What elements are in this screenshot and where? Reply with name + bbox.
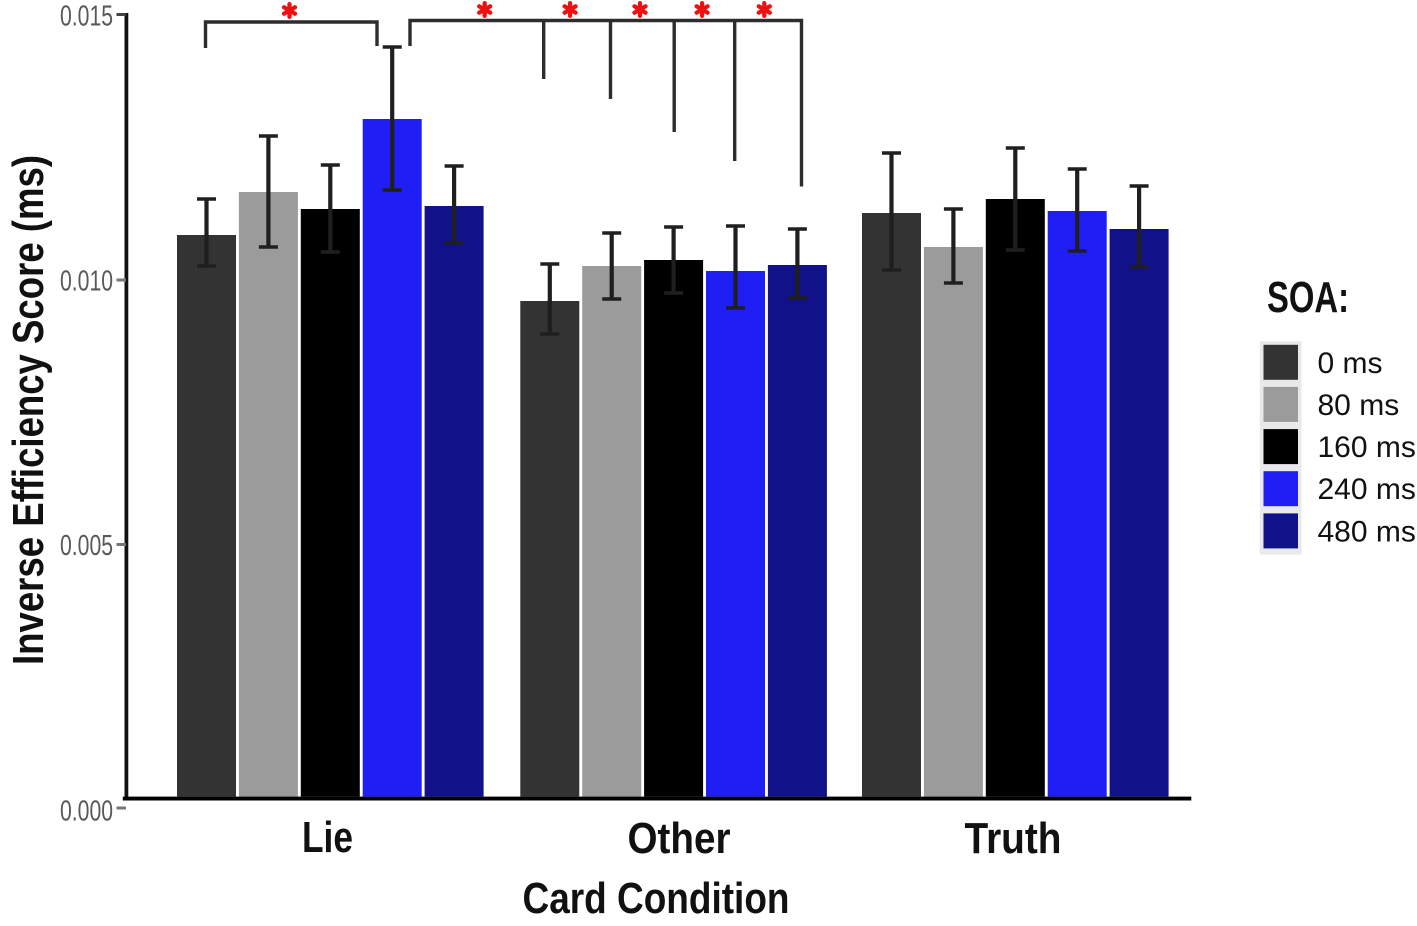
- svg-text:SOA:: SOA:: [1267, 273, 1349, 322]
- svg-text:0 ms: 0 ms: [1318, 347, 1383, 380]
- svg-text:480 ms: 480 ms: [1318, 515, 1416, 548]
- svg-text:80 ms: 80 ms: [1318, 389, 1400, 422]
- svg-text:Lie: Lie: [302, 813, 353, 862]
- svg-text:0.000: 0.000: [60, 796, 113, 828]
- svg-text:160 ms: 160 ms: [1318, 431, 1416, 464]
- svg-text:Other: Other: [628, 814, 731, 863]
- svg-text:0.010: 0.010: [60, 266, 113, 298]
- svg-text:Card Condition: Card Condition: [523, 874, 790, 921]
- svg-text:240 ms: 240 ms: [1318, 473, 1416, 506]
- svg-text:0.005: 0.005: [60, 530, 113, 562]
- svg-text:Truth: Truth: [965, 814, 1062, 863]
- svg-text:0.015: 0.015: [60, 1, 113, 33]
- svg-text:Inverse Efficiency Score (ms): Inverse Efficiency Score (ms): [4, 155, 53, 665]
